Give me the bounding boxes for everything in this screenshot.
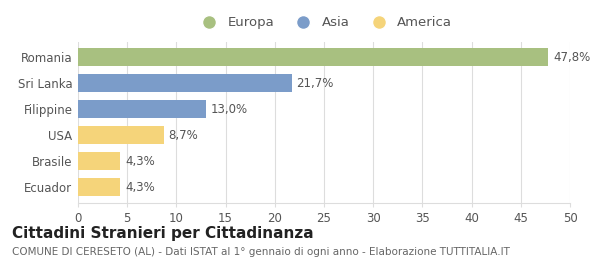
Bar <box>78 100 206 118</box>
Text: 47,8%: 47,8% <box>553 51 590 64</box>
Bar <box>78 126 164 144</box>
Text: 4,3%: 4,3% <box>125 181 155 194</box>
Text: COMUNE DI CERESETO (AL) - Dati ISTAT al 1° gennaio di ogni anno - Elaborazione T: COMUNE DI CERESETO (AL) - Dati ISTAT al … <box>12 247 510 257</box>
Bar <box>78 152 121 170</box>
Legend: Europa, Asia, America: Europa, Asia, America <box>193 14 455 32</box>
Text: 13,0%: 13,0% <box>211 103 248 116</box>
Bar <box>78 178 121 196</box>
Text: 4,3%: 4,3% <box>125 155 155 168</box>
Bar <box>78 48 548 66</box>
Text: Cittadini Stranieri per Cittadinanza: Cittadini Stranieri per Cittadinanza <box>12 226 314 241</box>
Bar <box>78 74 292 92</box>
Text: 21,7%: 21,7% <box>296 77 334 90</box>
Text: 8,7%: 8,7% <box>169 129 198 142</box>
